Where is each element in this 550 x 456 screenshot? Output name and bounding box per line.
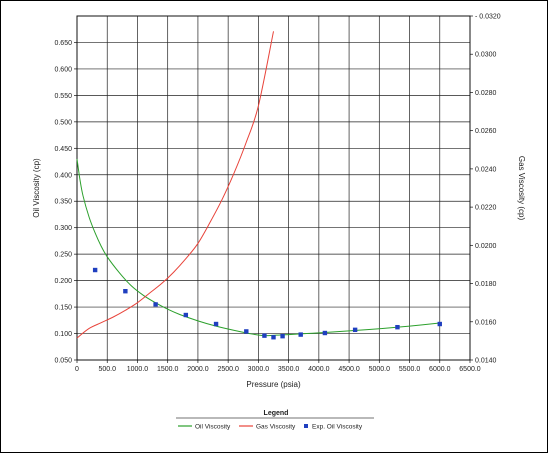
y-left-tick-label: 0.650: [54, 40, 72, 47]
y-left-tick-label: 0.100: [54, 331, 72, 338]
series: [76, 31, 442, 340]
x-tick-label: 5000.0: [369, 366, 391, 373]
y-right-tick-label: 0.0180: [475, 281, 497, 288]
x-tick-label: 3000.0: [248, 366, 270, 373]
y-left-axis-ticks: 0.050 0.100 0.150 0.200 0.250 0.300 0.350 0.400…: [54, 40, 77, 365]
x-tick-label: 4500.0: [338, 366, 360, 373]
y-right-tick-label: 0.0300: [475, 52, 497, 59]
exp-oil-viscosity-point: [92, 267, 98, 273]
x-tick-label: 3500.0: [278, 366, 300, 373]
x-tick-label: 2000.0: [187, 366, 209, 373]
y-right-tick-label: 0.0220: [475, 205, 497, 212]
y-left-tick-label: 0.550: [54, 93, 72, 100]
exp-oil-viscosity-point: [352, 327, 358, 333]
y-right-tick-label: 0.0280: [475, 90, 497, 97]
exp-oil-viscosity-point: [244, 329, 249, 334]
y-left-tick-label: 0.150: [54, 305, 72, 312]
x-tick-label: 6000.0: [429, 366, 451, 373]
exp-oil-viscosity-point: [280, 333, 285, 339]
y-right-tick-label: 0.0200: [475, 243, 497, 250]
y-left-tick-label: 0.400: [54, 172, 72, 179]
x-tick-label: 5500.0: [399, 366, 421, 373]
legend-gas-viscosity-label: Gas Viscosity: [256, 424, 296, 431]
plot-area-border: [76, 15, 471, 361]
x-axis-label: Pressure (psia): [246, 380, 301, 389]
x-axis-ticks: 0 500.0 1000.0 1500.0 2000.0 2500.0 3000.0 3500…: [75, 360, 481, 373]
exp-oil-viscosity-point: [153, 302, 158, 307]
x-tick-label: 1000.0: [127, 366, 149, 373]
x-tick-label: 1500.0: [157, 366, 179, 373]
x-tick-label: 500.0: [98, 366, 116, 373]
y-left-tick-label: 0.500: [54, 119, 72, 126]
exp-oil-viscosity-point: [123, 289, 128, 294]
y-left-tick-label: 0.350: [54, 199, 72, 206]
y-axis-right-label: Gas Viscosity (cp): [517, 156, 526, 221]
legend-title: Legend: [264, 410, 289, 417]
y-axis-left-label: Oil Viscosity (cp): [32, 158, 41, 218]
y-right-tick-label: 0.0260: [475, 128, 497, 135]
exp-oil-viscosity-point: [395, 324, 400, 330]
y-left-tick-label: 0.250: [54, 252, 72, 259]
y-right-axis-ticks: 0.0140 0.0160 0.0180 0.0200 0.0220 0.0240 0.02…: [470, 14, 501, 365]
y-left-tick-label: 0.300: [54, 225, 72, 232]
exp-oil-viscosity-point: [322, 330, 328, 336]
grid: [77, 16, 470, 360]
legend-oil-viscosity-label: Oil Viscosity: [195, 424, 231, 431]
exp-oil-viscosity-point: [183, 312, 189, 318]
legend-exp-oil-viscosity-label: Exp. Oil Viscosity: [312, 424, 363, 431]
gas-viscosity-line: [76, 31, 274, 339]
y-left-tick-label: 0.200: [54, 278, 72, 285]
y-right-tick-label: 0.0140: [475, 358, 497, 365]
exp-oil-viscosity-point: [262, 333, 267, 338]
exp-oil-viscosity-point: [437, 321, 442, 327]
x-tick-label: 2500.0: [217, 366, 239, 373]
exp-oil-viscosity-point: [298, 332, 303, 337]
y-left-tick-label: 0.450: [54, 146, 72, 153]
y-right-tick-label: - 0.0320: [475, 14, 501, 21]
y-right-tick-label: 0.0160: [475, 319, 497, 326]
y-left-tick-label: 0.050: [54, 358, 72, 365]
y-left-tick-label: 0.600: [54, 66, 72, 73]
legend: Legend Oil Viscosity Gas Viscosity Exp. …: [176, 410, 374, 431]
x-tick-label: 4000.0: [308, 366, 330, 373]
x-tick-label: 0: [75, 366, 79, 373]
x-tick-label: 6500.0: [459, 366, 481, 373]
exp-oil-viscosity-point: [271, 335, 276, 340]
y-right-tick-label: 0.0240: [475, 166, 497, 173]
legend-exp-oil-viscosity-marker: [304, 424, 308, 428]
exp-oil-viscosity-point: [213, 321, 219, 327]
